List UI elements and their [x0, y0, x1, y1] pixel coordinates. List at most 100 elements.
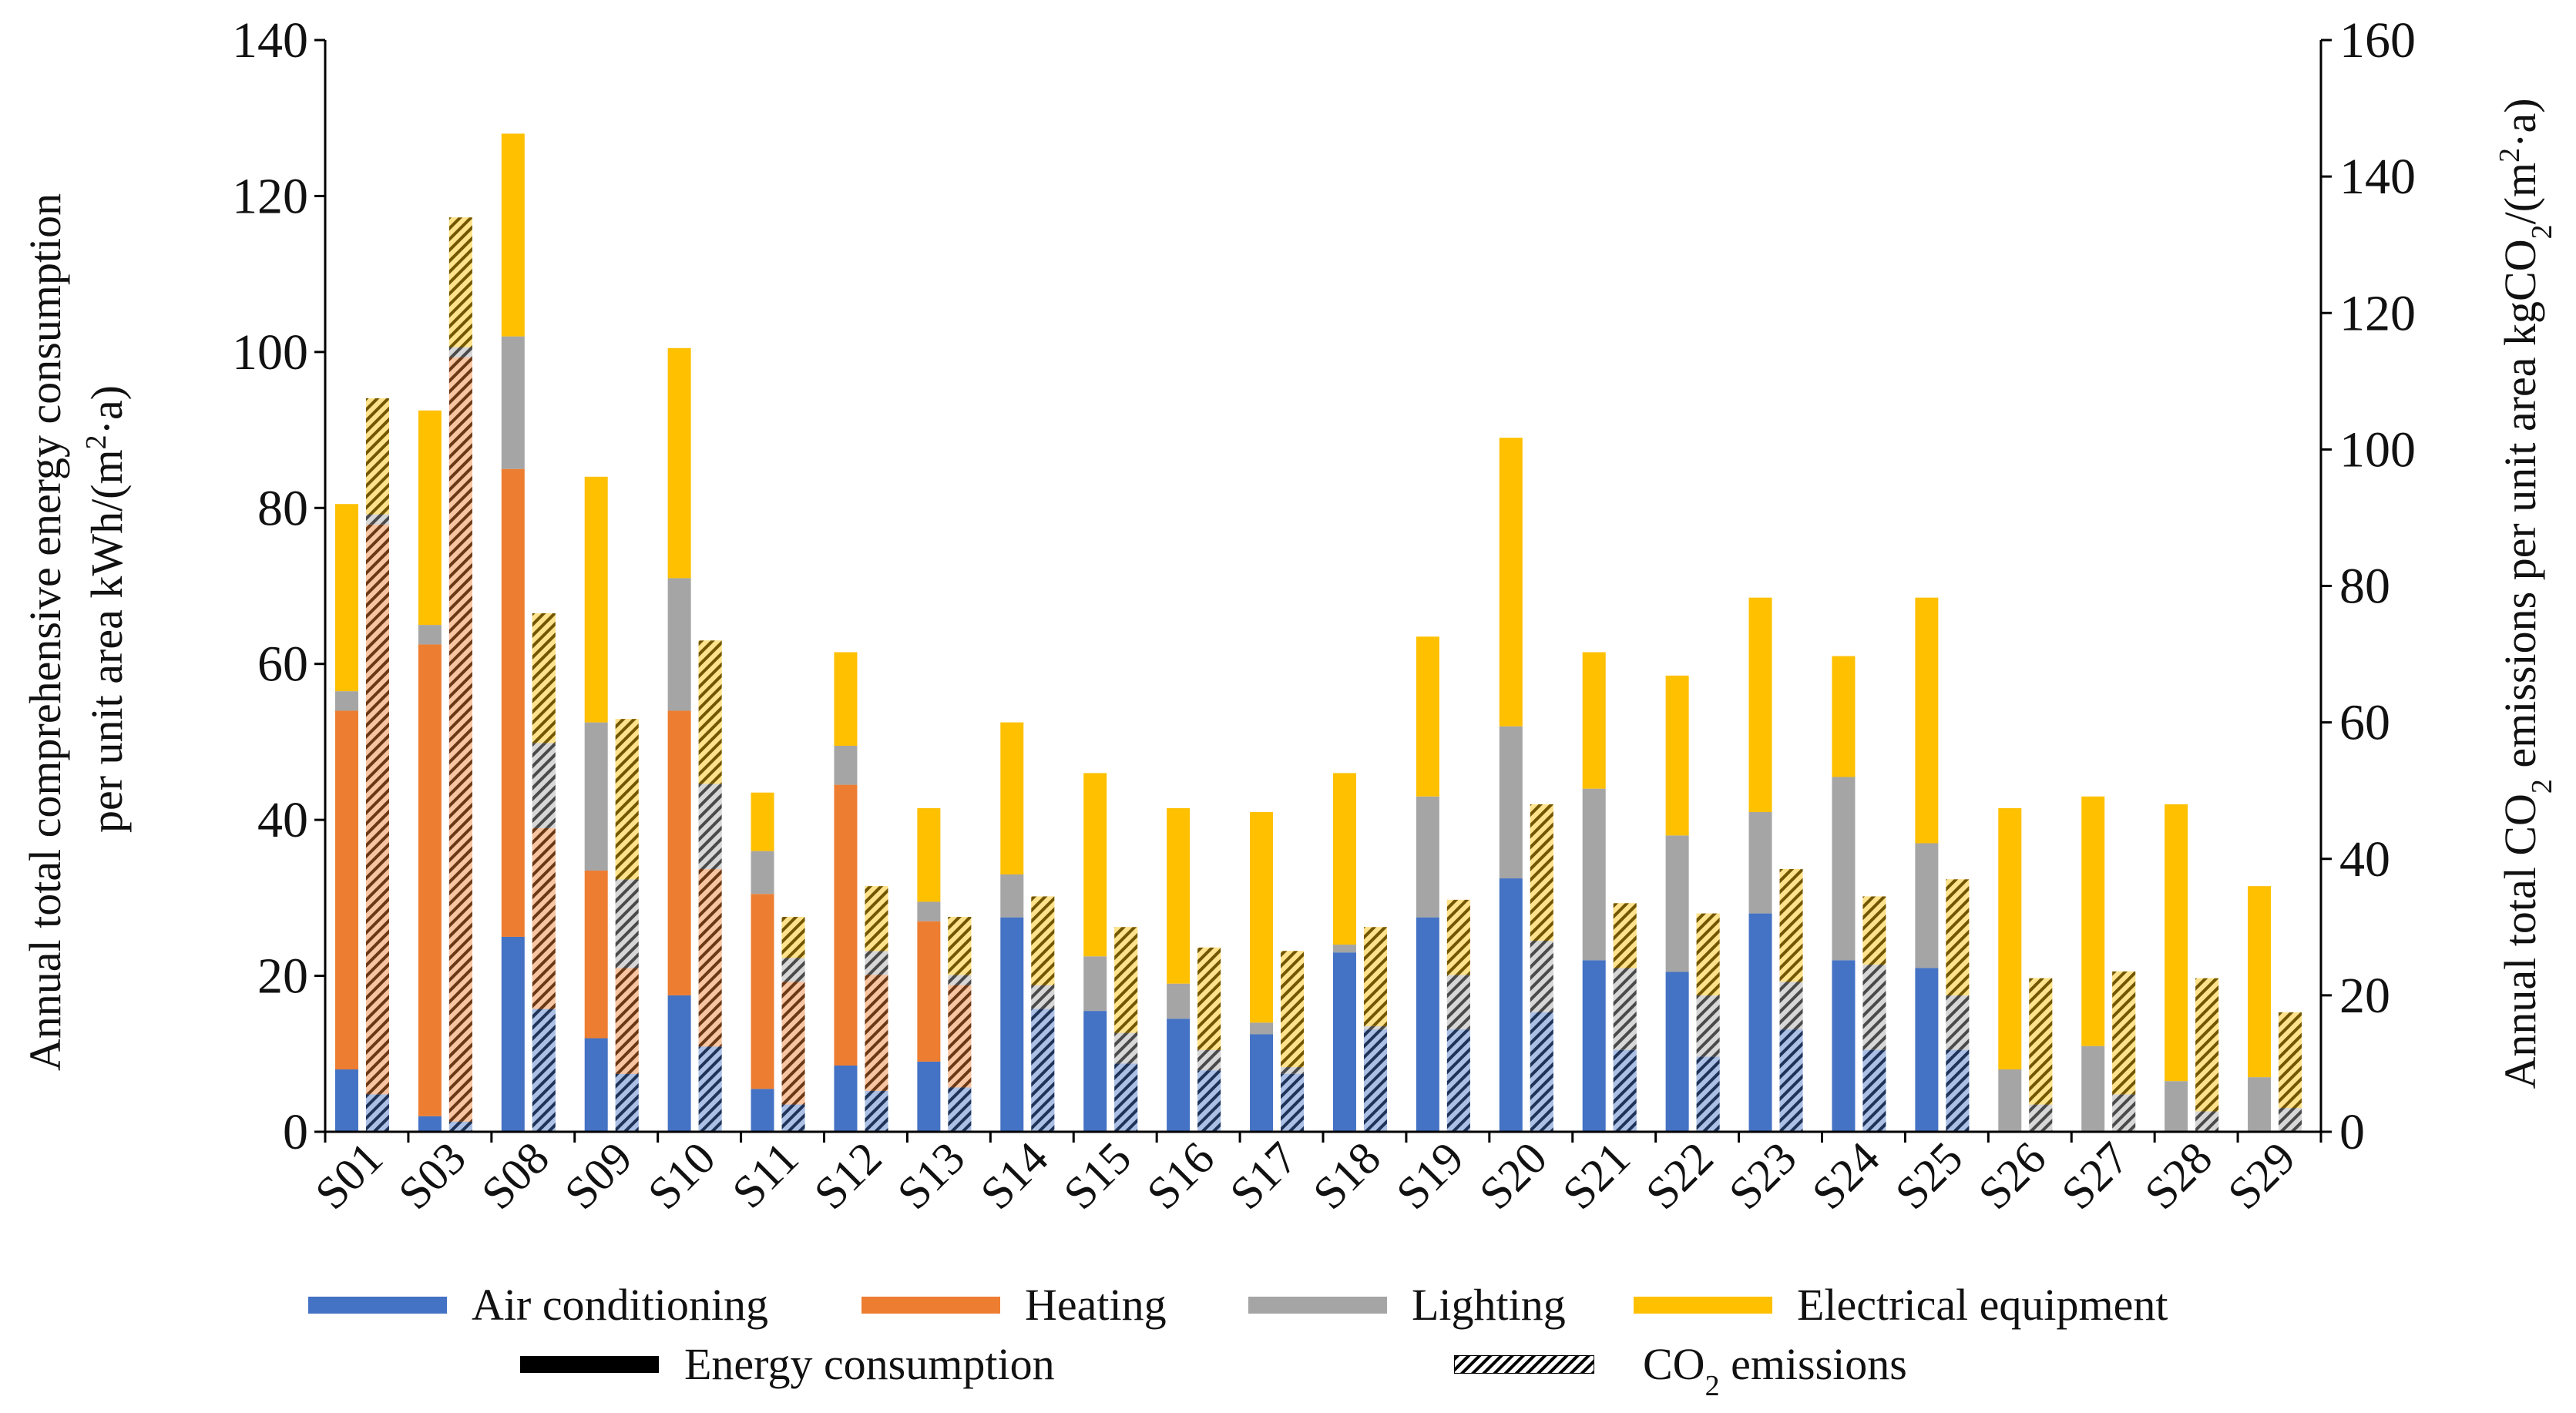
- co2-bar-hatch-S23-3: [1779, 869, 1803, 982]
- co2-bar-hatch-S15-2: [1114, 1032, 1138, 1064]
- energy-bar-S25-2: [1915, 843, 1939, 968]
- y-axis-right-title-part-3: 2: [2526, 224, 2558, 239]
- legend-label-1: Heating: [1025, 1280, 1167, 1330]
- y-axis-right-title-part-5: 2: [2494, 148, 2526, 163]
- co2-bar-hatch-S08-1: [532, 827, 556, 1009]
- co2-bar-hatch-S20-3: [1530, 804, 1553, 941]
- x-label-S13: S13: [888, 1133, 975, 1220]
- bars-group: [334, 133, 2302, 1132]
- co2-bar-hatch-S23-2: [1779, 982, 1803, 1030]
- co2-bar-hatch-S29-3: [2279, 1012, 2302, 1109]
- co2-bar-hatch-S25-3: [1946, 879, 1970, 995]
- energy-bar-S10-2: [667, 578, 691, 711]
- co2-bar-hatch-S11-1: [781, 982, 805, 1105]
- co2-bar-hatch-S15-3: [1114, 927, 1138, 1033]
- energy-bar-S18-0: [1332, 952, 1356, 1132]
- co2-bar-hatch-S13-3: [948, 917, 972, 975]
- energy-bar-S15-3: [1083, 773, 1107, 957]
- energy-bar-S10-3: [667, 347, 691, 579]
- y-tick-label-right-20: 20: [2339, 968, 2390, 1024]
- energy-bar-S12-1: [834, 784, 858, 1066]
- legend-label-co2-part-1: 2: [1705, 1370, 1720, 1402]
- x-label-S16: S16: [1137, 1133, 1224, 1220]
- energy-bar-S20-3: [1499, 438, 1523, 727]
- x-label-S15: S15: [1054, 1133, 1141, 1220]
- co2-bar-hatch-S01-0: [365, 1094, 389, 1132]
- co2-bar-hatch-S26-2: [2029, 1104, 2053, 1132]
- y-axis-right-title: Annual total CO2 emissions per unit area…: [2494, 98, 2558, 1089]
- energy-bar-S14-3: [1000, 722, 1024, 874]
- energy-bar-S23-3: [1748, 597, 1772, 813]
- y-tick-label-right-100: 100: [2339, 421, 2416, 478]
- y-tick-label-left-60: 60: [257, 636, 308, 693]
- y-tick-label-left-20: 20: [257, 948, 308, 1005]
- energy-bar-S19-3: [1416, 636, 1439, 797]
- co2-bar-hatch-S20-2: [1530, 941, 1553, 1013]
- co2-bar-hatch-S10-1: [698, 869, 722, 1047]
- co2-bar-hatch-S01-1: [365, 524, 389, 1095]
- co2-bar-hatch-S21-3: [1613, 903, 1637, 968]
- y-tick-label-left-140: 140: [232, 12, 308, 69]
- energy-bar-S01-1: [334, 710, 358, 1070]
- energy-bar-S13-1: [917, 921, 941, 1062]
- co2-bar-hatch-S03-3: [448, 217, 472, 347]
- legend-label-co2-part-0: CO: [1643, 1339, 1705, 1389]
- energy-bar-S08-3: [501, 133, 525, 337]
- energy-bar-S25-0: [1915, 968, 1939, 1132]
- x-label-S09: S09: [555, 1133, 642, 1220]
- legend-label-2: Lighting: [1412, 1280, 1566, 1330]
- energy-bar-S20-2: [1499, 726, 1523, 879]
- energy-bar-S19-2: [1416, 796, 1439, 918]
- energy-bar-S03-3: [418, 410, 442, 626]
- co2-bar-hatch-S28-3: [2195, 978, 2219, 1112]
- co2-bar-hatch-S11-2: [781, 958, 805, 982]
- y-tick-label-left-0: 0: [283, 1104, 308, 1160]
- co2-bar-hatch-S16-3: [1197, 947, 1221, 1050]
- energy-bar-S12-2: [834, 745, 858, 785]
- co2-bar-hatch-S01-2: [365, 514, 389, 525]
- energy-bar-S17-2: [1250, 1022, 1274, 1035]
- co2-bar-hatch-S12-1: [865, 975, 888, 1091]
- energy-bar-S15-2: [1083, 956, 1107, 1012]
- energy-bar-S12-0: [834, 1065, 858, 1132]
- x-label-S14: S14: [971, 1133, 1058, 1220]
- co2-bar-hatch-S15-0: [1114, 1063, 1138, 1132]
- energy-bar-S10-0: [667, 995, 691, 1132]
- co2-bar-hatch-S21-2: [1613, 968, 1637, 1050]
- energy-bar-S22-0: [1665, 972, 1689, 1132]
- energy-bar-S24-2: [1832, 777, 1856, 961]
- energy-bar-S29-3: [2248, 886, 2272, 1078]
- co2-bar-hatch-S29-2: [2279, 1108, 2302, 1132]
- energy-bar-S26-2: [1998, 1069, 2022, 1132]
- co2-bar-hatch-S16-2: [1197, 1049, 1221, 1071]
- x-label-S10: S10: [638, 1133, 725, 1220]
- energy-bar-S11-0: [751, 1089, 774, 1132]
- energy-bar-S25-3: [1915, 597, 1939, 844]
- energy-bar-S03-2: [418, 625, 442, 645]
- x-label-S01: S01: [305, 1133, 392, 1220]
- energy-bar-S16-2: [1167, 983, 1191, 1019]
- co2-bar-hatch-S09-1: [615, 968, 639, 1074]
- energy-bar-S17-3: [1250, 812, 1274, 1023]
- co2-bar-hatch-S08-0: [532, 1009, 556, 1132]
- energy-bar-S18-3: [1332, 773, 1356, 945]
- energy-bar-S12-3: [834, 652, 858, 746]
- co2-bar-hatch-S12-2: [865, 951, 888, 975]
- energy-bar-S01-0: [334, 1069, 358, 1132]
- legend-swatch-3: [1634, 1297, 1772, 1314]
- co2-bar-hatch-S13-0: [948, 1087, 972, 1132]
- legend-label-co2-part-2: emissions: [1720, 1339, 1907, 1389]
- x-label-S18: S18: [1303, 1133, 1390, 1220]
- co2-bar-hatch-S13-1: [948, 985, 972, 1088]
- y-axis-left-title-sup: 2: [80, 435, 113, 449]
- energy-bar-S13-3: [917, 807, 941, 902]
- energy-bar-S20-0: [1499, 878, 1523, 1132]
- co2-bar-hatch-S16-0: [1197, 1070, 1221, 1132]
- y-tick-label-right-60: 60: [2339, 695, 2390, 751]
- co2-bar-hatch-S11-0: [781, 1104, 805, 1132]
- co2-bar-hatch-S25-0: [1946, 1049, 1970, 1132]
- energy-bar-S22-2: [1665, 835, 1689, 972]
- co2-bar-hatch-S12-3: [865, 886, 888, 952]
